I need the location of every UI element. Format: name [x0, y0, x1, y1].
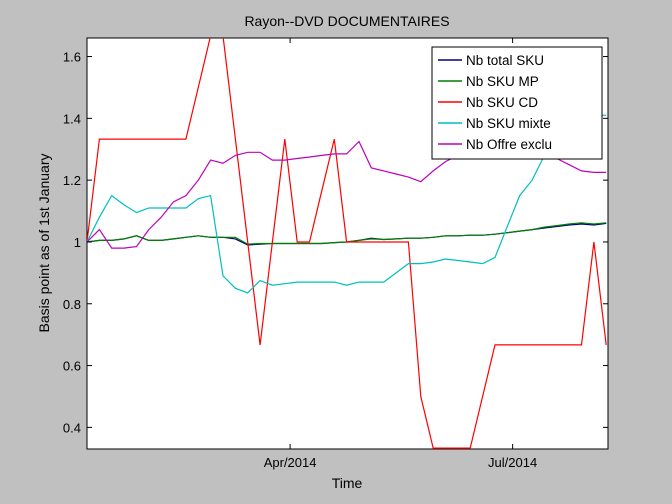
ticks-layer: 0.4 0.6 0.8 1 1.2 1.4 1.6 Apr/2014 Jul/2014 — [63, 38, 608, 470]
y-axis-label: Basis point as of 1st January — [36, 154, 52, 333]
y-tick-label: 0.8 — [63, 297, 81, 312]
legend-label: Nb Offre exclu — [466, 137, 552, 152]
legend: Nb total SKU Nb SKU MP Nb SKU CD Nb SKU mix… — [431, 46, 603, 160]
y-tick-label: 1.6 — [63, 50, 81, 65]
x-tick-label: Apr/2014 — [264, 455, 317, 470]
x-axis-label: Time — [332, 475, 363, 491]
y-tick-label: 1.2 — [63, 173, 81, 188]
y-tick-label: 1 — [74, 235, 81, 250]
legend-box — [431, 46, 603, 160]
y-tick-label: 0.6 — [63, 359, 81, 374]
x-tick-label: Jul/2014 — [488, 455, 537, 470]
legend-label: Nb SKU mixte — [466, 116, 551, 131]
legend-label: Nb SKU CD — [466, 95, 538, 110]
y-tick-label: 0.4 — [63, 420, 81, 435]
series-line-3 — [87, 38, 607, 449]
legend-label: Nb total SKU — [466, 53, 544, 68]
legend-label: Nb SKU MP — [466, 74, 539, 89]
chart-title: Rayon--DVD DOCUMENTAIRES — [244, 13, 449, 29]
y-tick-label: 1.4 — [63, 111, 81, 126]
series-line-4 — [87, 114, 607, 294]
